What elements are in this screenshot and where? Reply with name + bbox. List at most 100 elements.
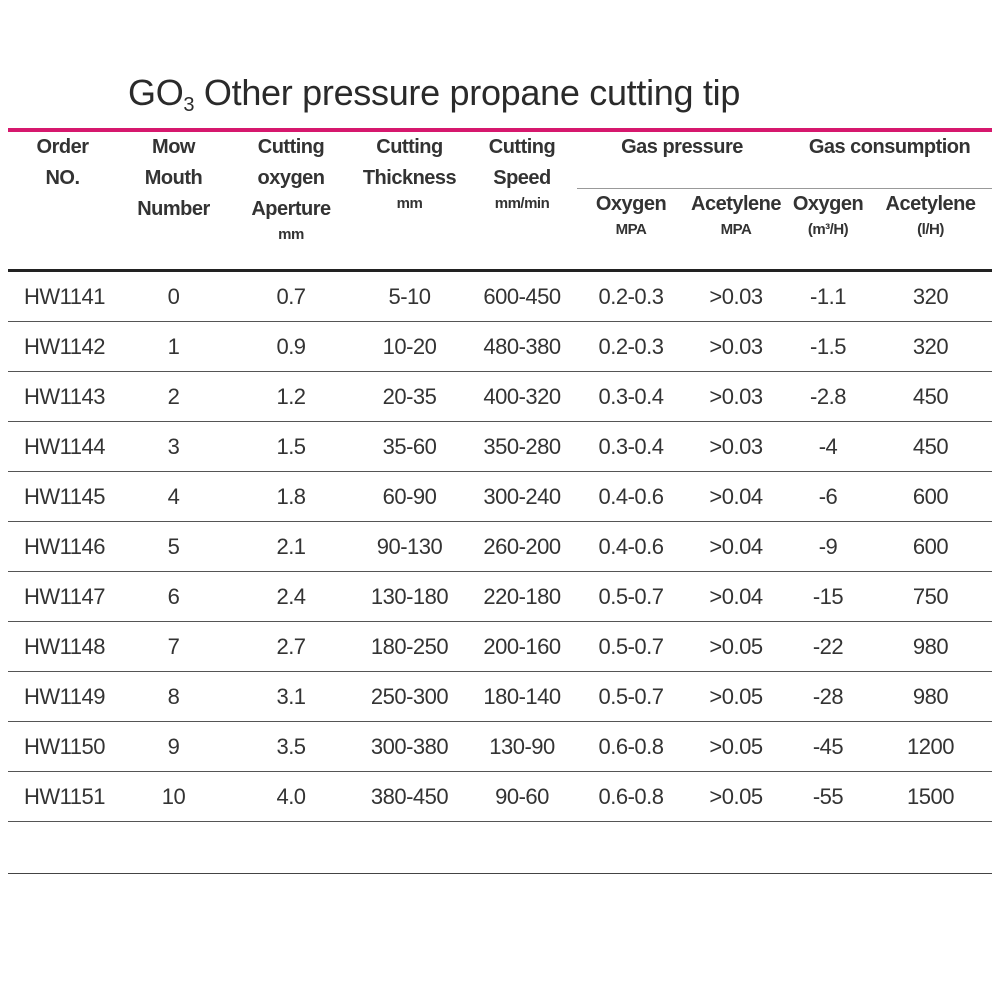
cell-cutting-thickness: 130-180 [352,571,467,622]
cell-pressure-acetylene: >0.05 [685,671,788,722]
cell-oxygen-aperture: 2.7 [230,621,352,672]
cell-order-no: HW1142 [8,321,117,372]
cell-consumption-acetylene: 450 [869,371,993,422]
bottom-divider [8,873,992,874]
cell-pressure-oxygen: 0.5-0.7 [577,671,685,722]
table-row: HW1145 4 1.8 60-90 300-240 0.4-0.6 >0.04 -6 600 [8,471,993,522]
title-main: GO [128,72,184,113]
cell-cutting-speed: 600-450 [467,270,577,322]
unit-aperture: mm [278,226,304,243]
cell-pressure-oxygen: 0.6-0.8 [577,771,685,822]
title-underline-accent [8,128,992,132]
cell-pressure-acetylene: >0.03 [685,421,788,472]
cell-order-no: HW1149 [8,671,117,722]
cell-cutting-speed: 200-160 [467,621,577,672]
cell-pressure-oxygen: 0.5-0.7 [577,621,685,672]
header-cutting-speed: Cutting Speed mm/min [467,132,577,272]
cell-order-no: HW1144 [8,421,117,472]
cell-consumption-oxygen: -6 [787,471,870,522]
cell-pressure-oxygen: 0.4-0.6 [577,471,685,522]
cell-oxygen-aperture: 2.1 [230,521,352,572]
header-gas-consumption: Gas consumption [787,132,993,189]
cell-cutting-speed: 90-60 [467,771,577,822]
cell-consumption-oxygen: -2.8 [787,371,870,422]
cell-cutting-speed: 260-200 [467,521,577,572]
cell-mouth-number: 5 [117,521,230,572]
cell-mouth-number: 8 [117,671,230,722]
cell-pressure-acetylene: >0.04 [685,521,788,572]
cell-pressure-acetylene: >0.05 [685,621,788,672]
cell-cutting-thickness: 250-300 [352,671,467,722]
header-order-no: Order NO. [8,132,117,272]
cell-order-no: HW1141 [8,270,117,322]
cell-cutting-thickness: 300-380 [352,721,467,772]
cell-consumption-acetylene: 450 [869,421,993,472]
cell-mouth-number: 2 [117,371,230,422]
cell-cutting-speed: 300-240 [467,471,577,522]
cell-pressure-acetylene: >0.04 [685,571,788,622]
cell-consumption-oxygen: -1.5 [787,321,870,372]
cell-order-no: HW1143 [8,371,117,422]
cell-cutting-speed: 130-90 [467,721,577,772]
cell-pressure-oxygen: 0.3-0.4 [577,371,685,422]
cell-cutting-thickness: 380-450 [352,771,467,822]
table-row: HW1143 2 1.2 20-35 400-320 0.3-0.4 >0.03 -2.8 45… [8,371,993,422]
table-row: HW1149 8 3.1 250-300 180-140 0.5-0.7 >0.05 -28 9… [8,671,993,722]
cell-cutting-thickness: 10-20 [352,321,467,372]
cell-oxygen-aperture: 1.2 [230,371,352,422]
cell-cutting-speed: 180-140 [467,671,577,722]
cell-consumption-oxygen: -45 [787,721,870,772]
cell-cutting-speed: 480-380 [467,321,577,372]
cell-pressure-acetylene: >0.04 [685,471,788,522]
cell-oxygen-aperture: 2.4 [230,571,352,622]
cell-consumption-acetylene: 320 [869,270,993,322]
cell-consumption-acetylene: 600 [869,521,993,572]
cell-pressure-oxygen: 0.2-0.3 [577,321,685,372]
header-pressure-acetylene: Acetylene MPA [685,188,788,272]
cell-mouth-number: 3 [117,421,230,472]
cell-consumption-oxygen: -55 [787,771,870,822]
cell-consumption-acetylene: 980 [869,621,993,672]
cell-cutting-speed: 400-320 [467,371,577,422]
header-cutting-thickness: Cutting Thickness mm [352,132,467,272]
cell-consumption-acetylene: 750 [869,571,993,622]
cell-pressure-oxygen: 0.6-0.8 [577,721,685,772]
table-row: HW1150 9 3.5 300-380 130-90 0.6-0.8 >0.05 -45 12… [8,721,993,772]
cell-consumption-acetylene: 320 [869,321,993,372]
cell-consumption-acetylene: 1200 [869,721,993,772]
table-row: HW1142 1 0.9 10-20 480-380 0.2-0.3 >0.03 -1.5 32… [8,321,993,372]
table-row: HW1148 7 2.7 180-250 200-160 0.5-0.7 >0.05 -22 9… [8,621,993,672]
table-row: HW1144 3 1.5 35-60 350-280 0.3-0.4 >0.03 -4 450 [8,421,993,472]
cell-oxygen-aperture: 3.5 [230,721,352,772]
cell-mouth-number: 4 [117,471,230,522]
cell-oxygen-aperture: 0.9 [230,321,352,372]
cell-mouth-number: 6 [117,571,230,622]
cell-consumption-oxygen: -9 [787,521,870,572]
cell-oxygen-aperture: 1.8 [230,471,352,522]
cell-pressure-acetylene: >0.03 [685,371,788,422]
cell-oxygen-aperture: 1.5 [230,421,352,472]
header-mouth-number: Mow Mouth Number [117,132,230,272]
cell-pressure-acetylene: >0.03 [685,321,788,372]
cell-pressure-oxygen: 0.2-0.3 [577,270,685,322]
cell-order-no: HW1147 [8,571,117,622]
table-body: HW1141 0 0.7 5-10 600-450 0.2-0.3 >0.03 -1.1 320… [8,270,993,822]
title-rest: Other pressure propane cutting tip [194,72,741,113]
cell-consumption-acetylene: 1500 [869,771,993,822]
cell-cutting-speed: 220-180 [467,571,577,622]
cell-order-no: HW1146 [8,521,117,572]
page-title: GO3 Other pressure propane cutting tip [128,72,740,117]
cell-consumption-acetylene: 980 [869,671,993,722]
cell-cutting-thickness: 60-90 [352,471,467,522]
cell-pressure-acetylene: >0.05 [685,721,788,772]
cell-mouth-number: 9 [117,721,230,772]
header-consumption-oxygen: Oxygen (m³/H) [787,188,870,272]
cell-mouth-number: 10 [117,771,230,822]
cell-cutting-thickness: 5-10 [352,270,467,322]
spec-table: Order NO. Mow Mouth Number Cutting oxyge… [8,132,993,822]
header-oxygen-aperture: Cutting oxygen Aperture mm [230,132,352,272]
cell-oxygen-aperture: 3.1 [230,671,352,722]
title-subscript: 3 [183,94,195,116]
cell-consumption-acetylene: 600 [869,471,993,522]
table-row: HW1141 0 0.7 5-10 600-450 0.2-0.3 >0.03 -1.1 320 [8,270,993,322]
